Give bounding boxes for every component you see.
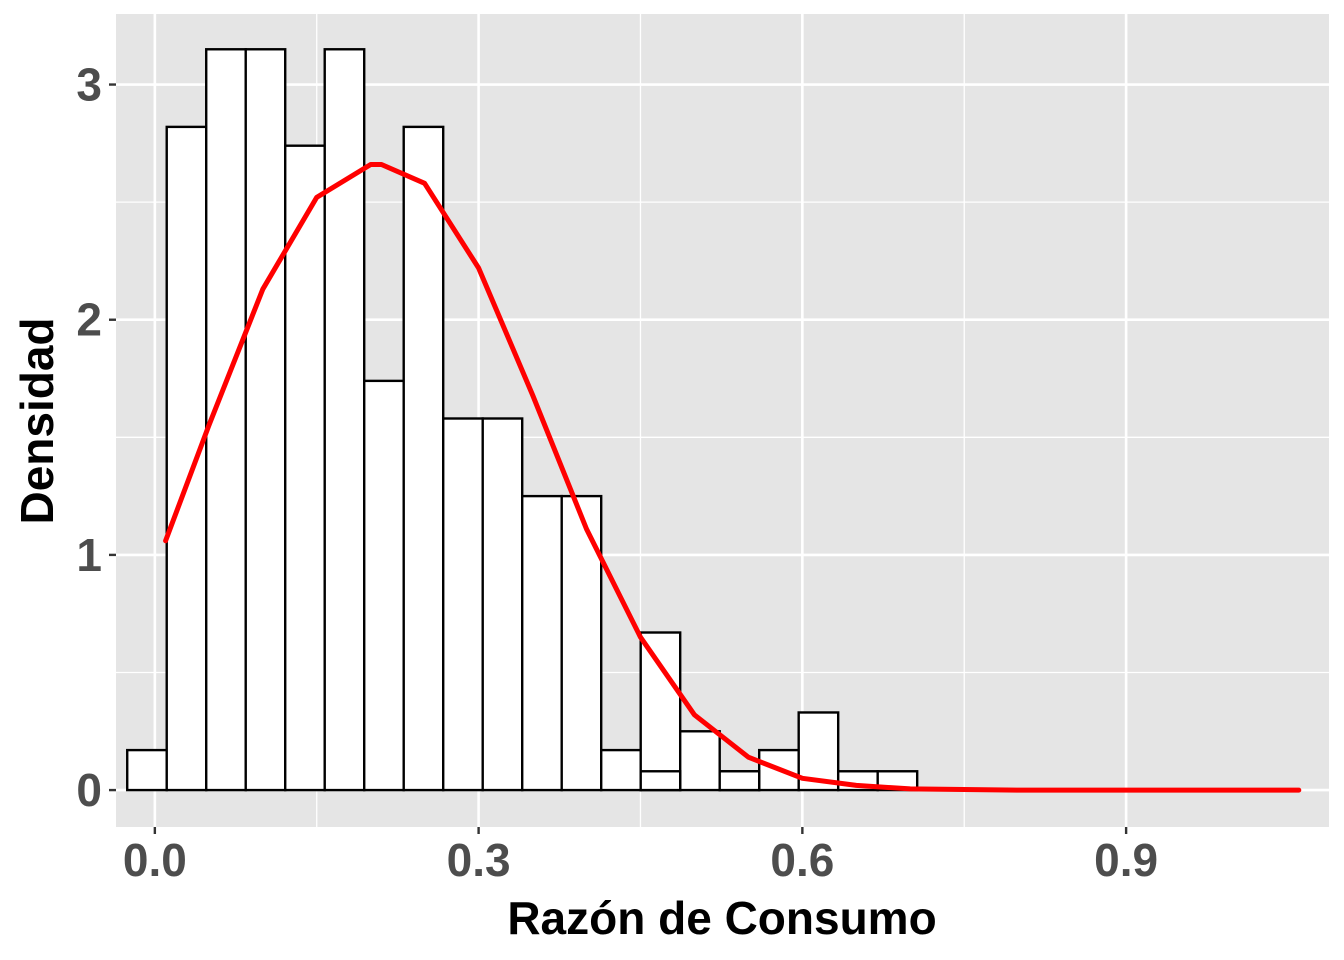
y-tick-label: 2	[76, 294, 102, 346]
histogram-bar-isolated	[718, 770, 761, 792]
histogram-bar	[560, 494, 603, 792]
histogram-bar	[402, 125, 445, 792]
x-tick-label: 0.9	[1094, 834, 1158, 886]
y-tick-label: 3	[76, 59, 102, 111]
y-tick-label: 0	[76, 764, 102, 816]
histogram-bar	[323, 48, 366, 792]
histogram-bar	[126, 748, 168, 792]
histogram-bar	[481, 417, 524, 792]
histogram-bar	[600, 748, 642, 792]
histogram-bar	[442, 417, 484, 792]
x-axis-title: Razón de Consumo	[507, 892, 936, 944]
density-curve	[163, 162, 1302, 793]
x-tick-label: 0.6	[770, 834, 834, 886]
x-axis-ticks: 0.0 0.3 0.6 0.9	[123, 827, 1158, 886]
histogram-bar	[639, 631, 682, 792]
histogram-bar	[363, 379, 405, 792]
x-tick-label: 0.0	[123, 834, 187, 886]
y-axis-title: Densidad	[11, 317, 63, 524]
y-tick-label: 1	[76, 529, 102, 581]
x-tick-label: 0.3	[447, 834, 511, 886]
histogram-bar-isolated	[639, 770, 682, 792]
histogram-bar	[521, 494, 563, 792]
histogram-bar	[244, 48, 287, 792]
histogram-bar	[165, 125, 208, 792]
y-axis-ticks: 0 1 2 3	[76, 59, 116, 816]
histogram-bar	[678, 730, 721, 792]
